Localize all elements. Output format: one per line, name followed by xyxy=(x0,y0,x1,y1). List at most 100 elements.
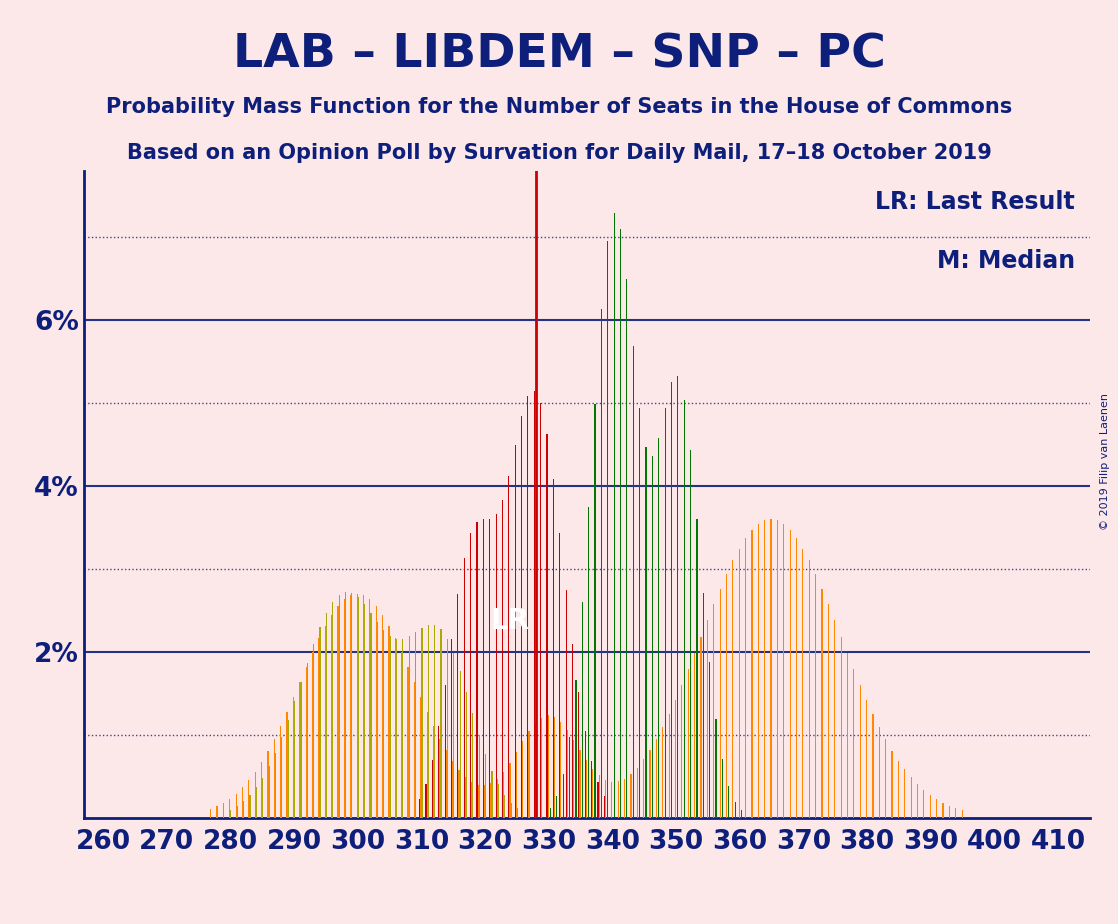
Bar xyxy=(559,533,560,818)
Bar xyxy=(260,762,262,818)
Bar xyxy=(891,750,892,818)
Bar xyxy=(579,750,580,818)
Bar xyxy=(249,796,250,818)
Text: LAB – LIBDEM – SNP – PC: LAB – LIBDEM – SNP – PC xyxy=(233,32,885,78)
Bar xyxy=(796,539,797,818)
Bar xyxy=(396,639,397,818)
Bar xyxy=(528,396,529,818)
Bar xyxy=(617,782,618,818)
Bar xyxy=(351,593,352,818)
Bar xyxy=(452,760,453,818)
Bar xyxy=(509,476,510,818)
Bar xyxy=(484,785,485,818)
Bar xyxy=(853,669,854,818)
Bar xyxy=(576,680,577,818)
Bar xyxy=(472,713,473,818)
Bar xyxy=(465,777,466,818)
Bar xyxy=(557,796,558,818)
Bar xyxy=(904,770,906,818)
Bar xyxy=(495,515,496,818)
Bar xyxy=(553,717,556,818)
Bar xyxy=(503,772,504,818)
Bar xyxy=(789,530,790,818)
Bar xyxy=(898,760,899,818)
Bar xyxy=(510,762,511,818)
Bar xyxy=(325,614,326,818)
Bar xyxy=(722,760,723,818)
Bar xyxy=(690,450,691,818)
Bar xyxy=(300,682,301,818)
Bar xyxy=(415,632,416,818)
Bar xyxy=(339,595,340,818)
Text: Based on an Opinion Poll by Survation for Daily Mail, 17–18 October 2019: Based on an Opinion Poll by Survation fo… xyxy=(126,143,992,164)
Bar xyxy=(504,795,505,818)
Bar xyxy=(815,574,816,818)
Bar xyxy=(847,653,849,818)
Bar xyxy=(936,799,937,818)
Bar xyxy=(591,760,593,818)
Bar xyxy=(419,799,420,818)
Bar xyxy=(645,447,646,818)
Bar xyxy=(312,652,313,818)
Bar xyxy=(586,760,587,818)
Bar xyxy=(409,637,410,818)
Bar xyxy=(491,784,492,818)
Bar xyxy=(407,667,409,818)
Bar xyxy=(459,671,461,818)
Bar xyxy=(728,786,729,818)
Bar xyxy=(236,794,237,818)
Bar xyxy=(697,518,698,818)
Bar xyxy=(643,760,644,818)
Bar xyxy=(511,803,512,818)
Bar xyxy=(364,604,366,818)
Bar xyxy=(237,806,238,818)
Bar xyxy=(533,391,534,818)
Bar xyxy=(664,407,665,818)
Bar xyxy=(605,780,606,818)
Bar xyxy=(306,663,307,818)
Bar xyxy=(633,346,634,818)
Bar xyxy=(517,808,518,818)
Bar xyxy=(492,771,493,818)
Bar xyxy=(885,739,887,818)
Bar xyxy=(427,711,428,818)
Bar xyxy=(282,737,283,818)
Bar xyxy=(345,592,347,818)
Bar xyxy=(841,637,842,818)
Bar xyxy=(439,738,440,818)
Bar xyxy=(631,774,632,818)
Bar xyxy=(395,638,396,818)
Bar xyxy=(241,787,243,818)
Bar xyxy=(942,803,944,818)
Bar xyxy=(720,589,721,818)
Bar xyxy=(286,711,287,818)
Bar xyxy=(369,600,370,818)
Bar xyxy=(357,594,358,818)
Bar xyxy=(382,614,383,818)
Bar xyxy=(879,727,880,818)
Bar xyxy=(562,774,563,818)
Bar xyxy=(420,697,421,818)
Bar xyxy=(620,229,622,818)
Bar xyxy=(522,741,523,818)
Bar xyxy=(514,445,515,818)
Bar xyxy=(578,691,579,818)
Bar xyxy=(243,801,244,818)
Text: Probability Mass Function for the Number of Seats in the House of Commons: Probability Mass Function for the Number… xyxy=(106,97,1012,117)
Bar xyxy=(703,593,704,818)
Bar xyxy=(803,549,804,818)
Bar xyxy=(709,663,710,818)
Bar xyxy=(588,507,589,818)
Bar xyxy=(319,638,320,818)
Bar xyxy=(777,520,778,818)
Bar xyxy=(222,803,224,818)
Bar xyxy=(662,727,663,818)
Bar xyxy=(678,376,679,818)
Bar xyxy=(432,760,433,818)
Bar xyxy=(541,718,542,818)
Bar xyxy=(707,620,708,818)
Bar xyxy=(597,782,598,818)
Bar xyxy=(572,644,574,818)
Bar xyxy=(671,382,672,818)
Bar xyxy=(614,213,615,818)
